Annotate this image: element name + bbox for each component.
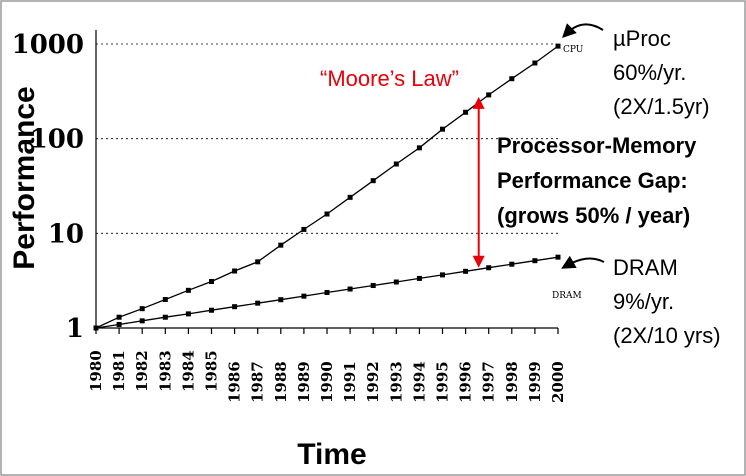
x-tick-2000: 2000	[549, 361, 567, 403]
cpu-point-1991	[347, 194, 353, 200]
cpu-point-1984	[185, 287, 191, 293]
x-tick-1982: 1982	[133, 350, 151, 392]
gap-label-line-1: Processor-Memory	[497, 133, 697, 158]
x-tick-1987: 1987	[249, 361, 267, 403]
x-tick-1997: 1997	[480, 361, 498, 403]
dram-pointer-arrow	[561, 255, 605, 269]
cpu-point-1989	[301, 226, 307, 232]
cpu-point-1985	[209, 278, 214, 284]
cpu-point-1987	[255, 259, 261, 265]
dram-point-1986	[232, 304, 238, 310]
dram-annotation-line-2: 9%/yr.	[613, 289, 674, 314]
x-axis-title: Time	[297, 438, 366, 471]
y-tick-100: 100	[30, 125, 84, 155]
x-tick-1994: 1994	[410, 361, 428, 403]
cpu-annotation-line-2: 60%/yr.	[613, 60, 686, 85]
cpu-point-1988	[278, 242, 284, 248]
y-tick-labels: 1 10 100 1000	[12, 30, 84, 344]
cpu-series-label: CPU	[563, 45, 584, 55]
x-tick-1998: 1998	[503, 361, 521, 403]
dram-point-1985	[209, 307, 214, 313]
y-tick-1: 1	[66, 314, 84, 344]
dram-point-1990	[324, 290, 330, 296]
moores-law-label: “Moore’s Law”	[320, 66, 459, 91]
dram-point-1999	[532, 258, 538, 264]
cpu-point-1993	[393, 161, 399, 167]
dram-point-1987	[255, 300, 261, 306]
dram-point-1994	[416, 275, 422, 281]
dram-point-1988	[278, 297, 284, 303]
dram-annotation-line-3: (2X/10 yrs)	[613, 323, 721, 348]
cpu-point-1997	[486, 92, 492, 98]
x-tick-1986: 1986	[226, 361, 244, 403]
cpu-point-1990	[324, 211, 330, 217]
x-tick-1991: 1991	[341, 361, 359, 403]
dram-point-1982	[139, 318, 145, 324]
x-tick-1990: 1990	[318, 361, 336, 403]
x-tick-1993: 1993	[387, 361, 405, 403]
cpu-point-1994	[416, 145, 422, 151]
cpu-point-1982	[139, 306, 145, 312]
cpu-point-1998	[509, 76, 515, 82]
dram-annotation-line-1: DRAM	[613, 255, 678, 280]
x-tick-1988: 1988	[272, 361, 290, 403]
cpu-point-1995	[440, 126, 445, 132]
dram-point-1998	[509, 261, 515, 267]
cpu-annotation-line-3: (2X/1.5yr)	[613, 94, 710, 119]
x-tick-1992: 1992	[364, 361, 382, 403]
cpu-point-1986	[232, 268, 238, 274]
dram-series-label: DRAM	[552, 291, 582, 301]
dram-point-1989	[301, 293, 307, 299]
y-axis-title: Performance	[8, 86, 41, 269]
dram-point-1997	[486, 265, 492, 271]
dram-point-2000	[555, 254, 561, 260]
cpu-point-1981	[116, 314, 122, 320]
dram-point-1993	[393, 279, 399, 285]
cpu-point-1999	[532, 60, 538, 66]
x-tick-1996: 1996	[457, 361, 475, 403]
x-tick-1985: 1985	[203, 350, 221, 392]
x-tick-1989: 1989	[295, 361, 313, 403]
gap-label-line-2: Performance Gap:	[497, 168, 688, 193]
x-tick-1999: 1999	[526, 361, 544, 403]
dram-point-1996	[463, 268, 469, 274]
cpu-annotation-line-1: µProc	[613, 26, 671, 51]
dram-point-1991	[347, 286, 353, 292]
gap-label-line-3: (grows 50% / year)	[497, 203, 690, 228]
dram-point-1980	[93, 325, 99, 331]
cpu-pointer-arrow	[562, 23, 604, 38]
dram-point-1981	[116, 321, 122, 327]
x-tick-1980: 1980	[87, 350, 105, 392]
cpu-point-1996	[463, 109, 469, 115]
dram-point-1984	[185, 311, 191, 317]
x-tick-1983: 1983	[156, 350, 174, 392]
cpu-point-1983	[162, 297, 168, 303]
cpu-point-2000	[555, 43, 561, 49]
dram-point-1995	[440, 272, 445, 278]
x-tick-1995: 1995	[434, 361, 452, 403]
dram-point-1992	[370, 283, 376, 289]
y-tick-1000: 1000	[12, 30, 84, 60]
x-tick-1981: 1981	[110, 350, 128, 392]
y-tick-10: 10	[48, 219, 84, 249]
x-tick-labels: 1980 1981 1982 1983 1984 1985 1986 1987 1988 1989…	[87, 328, 567, 403]
cpu-point-1992	[370, 178, 376, 184]
x-tick-1984: 1984	[179, 350, 197, 392]
dram-point-1983	[162, 314, 168, 320]
